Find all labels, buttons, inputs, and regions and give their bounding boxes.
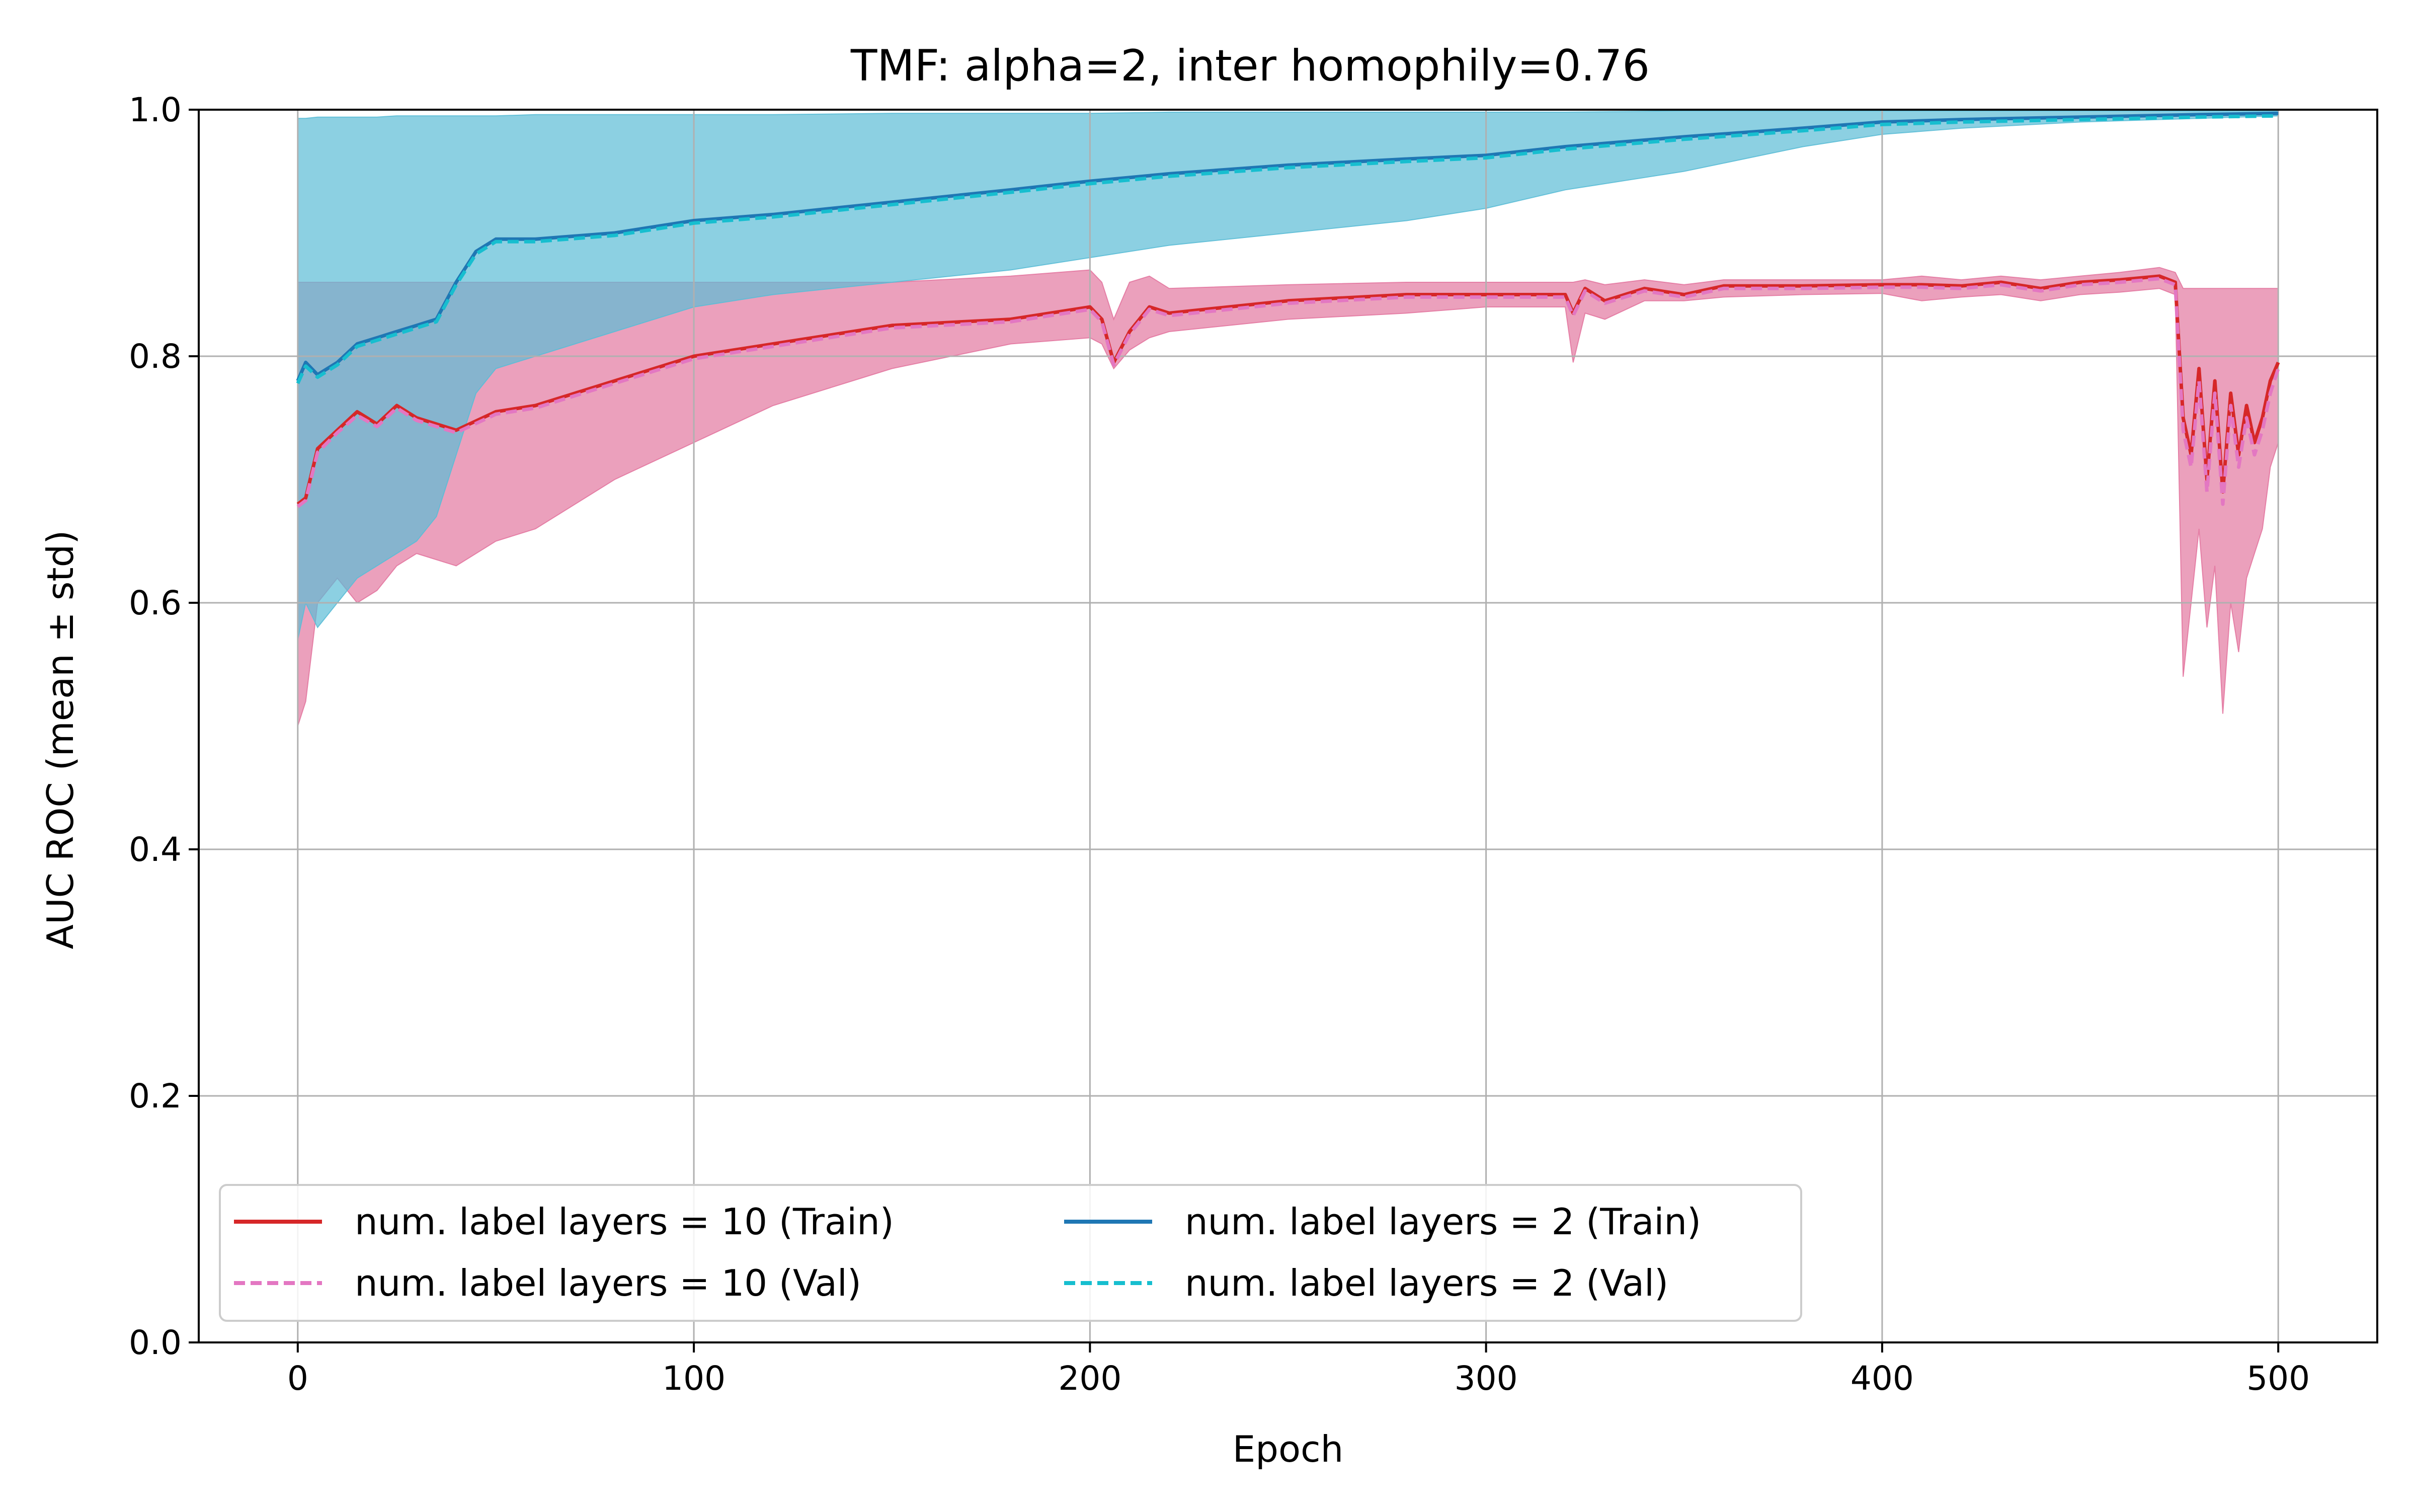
series-line-1 <box>296 277 2280 508</box>
chart-title: TMF: alpha=2, inter homophily=0.76 <box>850 41 1650 91</box>
y-tick-label-5: 1.0 <box>129 91 182 129</box>
series-line-3 <box>296 114 2279 384</box>
x-tick-label-1: 100 <box>662 1359 726 1398</box>
y-tick-label-0: 0.0 <box>129 1323 182 1362</box>
legend-label-0: num. label layers = 10 (Train) <box>355 1201 894 1243</box>
y-tick-label-2: 0.4 <box>129 830 182 869</box>
x-axis-ticks: 0 100 200 300 400 500 <box>287 1342 2310 1398</box>
series-lines <box>296 111 2280 508</box>
x-axis-label: Epoch <box>1233 1428 1343 1470</box>
x-tick-label-0: 0 <box>287 1359 308 1398</box>
legend: num. label layers = 10 (Train) num. label… <box>219 1184 1802 1322</box>
y-axis-label: AUC ROC (mean ± std) <box>39 530 82 949</box>
legend-label-1: num. label layers = 10 (Val) <box>355 1262 861 1304</box>
y-tick-label-4: 0.8 <box>129 337 182 376</box>
legend-box <box>219 1184 1802 1322</box>
plot-frame <box>198 109 2378 1343</box>
x-tick-label-5: 500 <box>2246 1359 2310 1398</box>
y-tick-label-1: 0.2 <box>129 1077 182 1116</box>
series-line-2 <box>296 111 2279 382</box>
std-bands <box>297 110 2279 727</box>
legend-label-2: num. label layers = 2 (Train) <box>1185 1201 1701 1243</box>
y-tick-label-3: 0.6 <box>129 584 182 622</box>
x-tick-label-3: 300 <box>1455 1359 1518 1398</box>
x-tick-label-2: 200 <box>1058 1359 1121 1398</box>
y-axis-ticks: 0.0 0.2 0.4 0.6 0.8 1.0 <box>129 91 199 1362</box>
legend-label-3: num. label layers = 2 (Val) <box>1185 1262 1668 1304</box>
x-tick-label-4: 400 <box>1850 1359 1914 1398</box>
